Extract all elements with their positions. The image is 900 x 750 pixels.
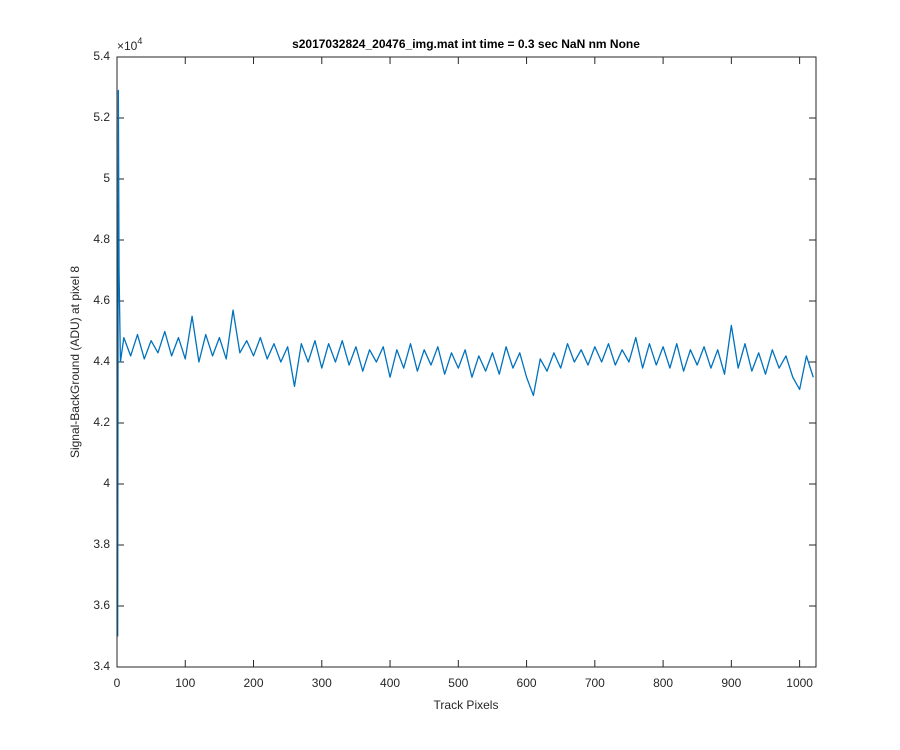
x-tick-label: 0: [114, 676, 121, 690]
y-tick-label: 4.2: [93, 415, 110, 429]
y-axis-label: Signal-BackGround (ADU) at pixel 8: [68, 266, 82, 458]
y-tick-label: 3.8: [93, 537, 110, 551]
y-tick-label: 5: [103, 171, 110, 185]
y-tick-label: 5.4: [93, 49, 110, 63]
data-line: [117, 89, 814, 637]
chart-title: s2017032824_20476_img.mat int time = 0.3…: [292, 37, 640, 51]
y-multiplier-exponent: 4: [137, 36, 142, 46]
y-tick-label: 5.2: [93, 110, 110, 124]
x-tick-label: 300: [312, 676, 332, 690]
y-tick-label: 4: [103, 476, 110, 490]
y-tick-label: 3.4: [93, 659, 110, 673]
plot-area: [117, 57, 816, 667]
x-tick-label: 900: [721, 676, 741, 690]
y-tick-label: 4.8: [93, 232, 110, 246]
y-tick-label: 4.4: [93, 354, 110, 368]
y-tick-label: 4.6: [93, 293, 110, 307]
x-tick-label: 1000: [786, 676, 813, 690]
x-tick-label: 100: [175, 676, 195, 690]
x-tick-label: 600: [517, 676, 537, 690]
x-tick-label: 500: [448, 676, 468, 690]
axes-box: [116, 56, 817, 668]
x-tick-label: 700: [585, 676, 605, 690]
y-multiplier-base: ×10: [117, 39, 138, 53]
x-tick-label: 200: [244, 676, 264, 690]
x-tick-label: 400: [380, 676, 400, 690]
y-multiplier: ×104: [117, 36, 142, 53]
x-tick-label: 800: [653, 676, 673, 690]
y-tick-label: 3.6: [93, 598, 110, 612]
x-axis-label: Track Pixels: [434, 698, 499, 712]
